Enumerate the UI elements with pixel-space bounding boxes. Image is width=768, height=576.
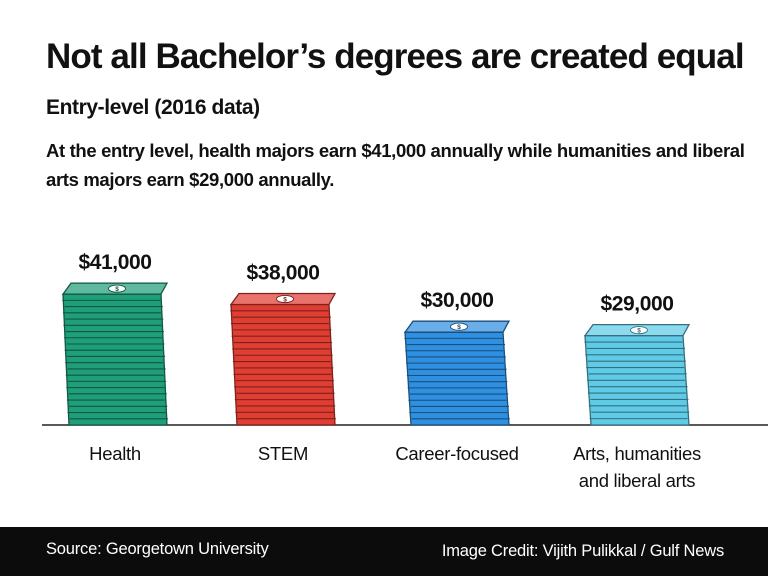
bar-value-label: $30,000 [420,289,493,312]
bar-value-label: $41,000 [78,251,151,274]
bar-stack: $ [583,324,691,426]
chart-title: Not all Bachelor’s degrees are created e… [46,37,745,76]
category-label: Arts, humanities [573,443,701,464]
bill-emblem-icon [276,294,294,304]
bar-stack: $ [403,320,511,426]
source-text: Source: Georgetown University [46,540,269,558]
bill-symbol: $ [283,296,287,303]
bar-chart: $ $41,000 Health $ $38,000 STEM $ $30,000 Career… [42,251,768,491]
bill-emblem-icon [630,326,648,335]
footer-bar: Source: Georgetown University Image Cred… [0,527,768,576]
category-label: STEM [258,443,308,464]
bill-emblem-icon [450,322,468,331]
category-label: and liberal arts [579,470,696,491]
bill-emblem-icon [108,284,126,293]
bill-symbol: $ [637,327,641,334]
bar-value-label: $38,000 [246,262,319,285]
category-label: Career-focused [395,443,518,464]
chart-description: At the entry level, health majors earn $… [46,140,745,190]
bar-stack: $ [229,292,337,426]
bar-value-label: $29,000 [600,293,673,316]
category-label: Health [89,443,141,464]
bill-symbol: $ [457,324,461,331]
chart-subtitle: Entry-level (2016 data) [46,96,260,119]
bar-stack: $ [61,282,169,426]
image-credit-text: Image Credit: Vijith Pulikkal / Gulf New… [441,542,724,560]
bill-symbol: $ [115,286,119,293]
